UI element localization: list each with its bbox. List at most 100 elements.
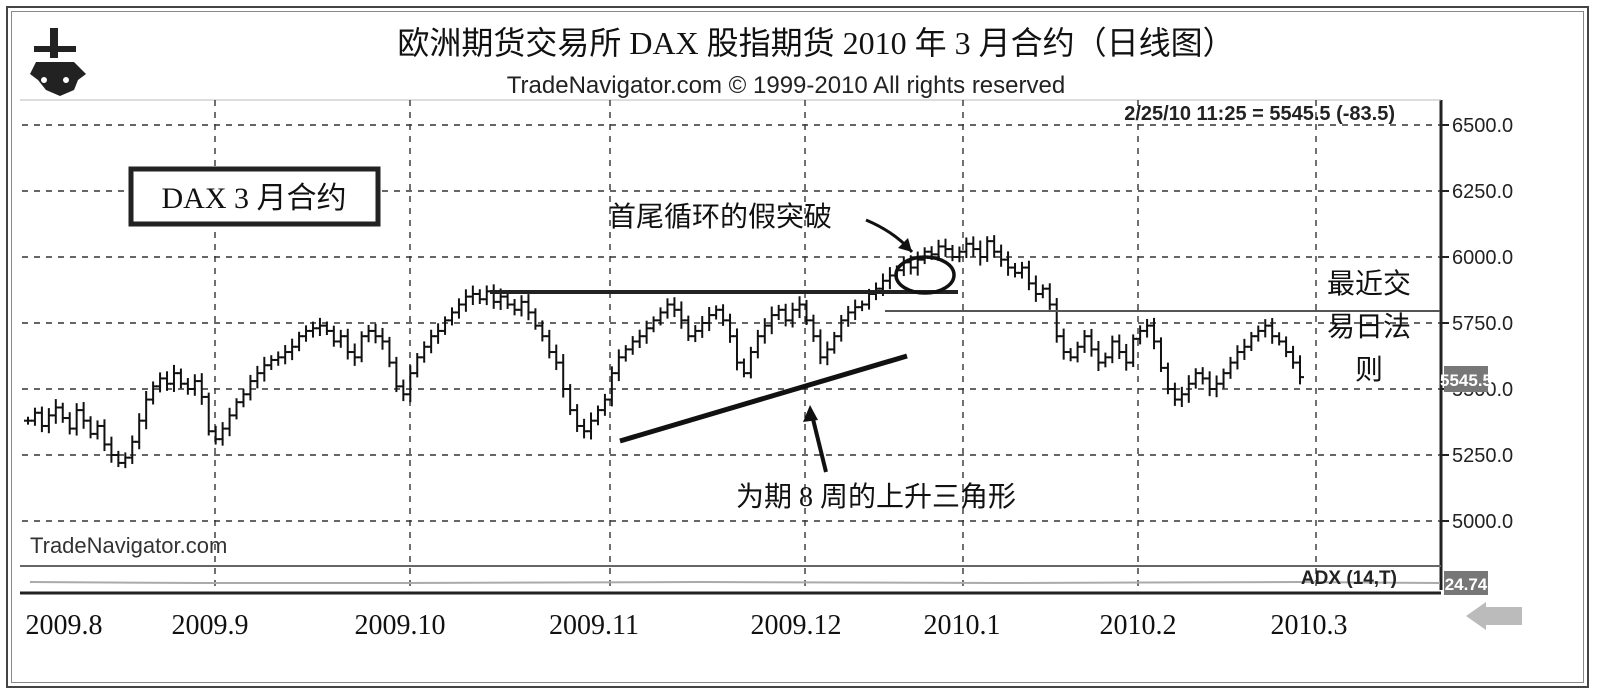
y-tick-label: 5250.0 bbox=[1452, 445, 1513, 467]
x-tick-label: 2010.2 bbox=[1100, 610, 1177, 641]
price-bar bbox=[837, 314, 846, 342]
price-bar bbox=[976, 240, 985, 266]
price-bar bbox=[1094, 341, 1103, 371]
price-bar bbox=[1170, 382, 1179, 406]
price-bar bbox=[1129, 334, 1138, 368]
last-day-rule-line-2: 易日法 bbox=[1327, 311, 1411, 343]
y-tick-label: 6500.0 bbox=[1452, 115, 1513, 137]
price-bar bbox=[628, 336, 637, 355]
price-bar bbox=[72, 403, 81, 436]
price-bar bbox=[434, 323, 443, 344]
price-bar bbox=[336, 329, 345, 348]
price-bar bbox=[1087, 328, 1096, 357]
price-bar bbox=[37, 406, 46, 433]
price-bar bbox=[302, 325, 311, 342]
price-bar bbox=[510, 298, 519, 316]
x-tick-label: 2009.12 bbox=[751, 610, 842, 641]
price-bar bbox=[142, 391, 151, 430]
price-bar bbox=[267, 355, 276, 370]
price-bar bbox=[1052, 298, 1061, 343]
legend-label: DAX 3 月合约 bbox=[162, 182, 347, 215]
price-bar bbox=[712, 305, 721, 320]
price-bar bbox=[225, 407, 234, 437]
price-bar bbox=[760, 318, 769, 344]
price-bar bbox=[329, 325, 338, 347]
price-bar bbox=[1261, 319, 1270, 338]
price-bar bbox=[941, 238, 950, 257]
x-tick-label: 2010.3 bbox=[1271, 610, 1348, 641]
price-bar bbox=[1275, 332, 1284, 346]
y-tick-label: 6250.0 bbox=[1452, 181, 1513, 203]
price-bar bbox=[315, 317, 324, 337]
price-bar bbox=[24, 416, 32, 425]
price-bar bbox=[1254, 325, 1263, 342]
last-day-rule-line-1: 最近交 bbox=[1327, 268, 1411, 300]
price-bar bbox=[1059, 328, 1068, 360]
price-bar bbox=[649, 316, 658, 333]
price-bar bbox=[1080, 330, 1089, 353]
price-bar bbox=[364, 324, 373, 343]
price-bar bbox=[183, 378, 192, 395]
price-bar bbox=[705, 307, 714, 332]
price-bar bbox=[135, 413, 144, 450]
price-bar bbox=[1226, 356, 1235, 379]
price-bar bbox=[176, 368, 185, 389]
price-bar bbox=[65, 412, 74, 435]
price-bar bbox=[767, 306, 776, 335]
price-bar bbox=[239, 389, 248, 408]
price-bar bbox=[559, 354, 568, 398]
price-bar bbox=[1073, 341, 1082, 363]
x-tick-label: 2009.8 bbox=[26, 610, 103, 641]
price-bar bbox=[545, 329, 554, 359]
price-bar bbox=[885, 267, 894, 290]
price-bar bbox=[169, 364, 178, 392]
adx-line bbox=[29, 580, 1441, 585]
triangle-arrow-icon bbox=[803, 405, 828, 473]
price-bar bbox=[600, 393, 609, 416]
price-bar bbox=[969, 236, 978, 257]
y-tick-labels: 6500.06250.06000.05750.05500.05250.05000… bbox=[1441, 115, 1513, 533]
price-bar bbox=[295, 331, 304, 352]
price-bar bbox=[392, 356, 401, 393]
price-bar bbox=[1045, 283, 1054, 310]
price-bar bbox=[587, 412, 596, 440]
price-bar bbox=[489, 284, 498, 309]
price-bar bbox=[253, 365, 262, 389]
price-bar bbox=[232, 398, 241, 420]
x-tick-labels: 2009.8 2009.9 2009.10 2009.11 2009.12 2010.1 2… bbox=[26, 610, 1348, 641]
price-bar bbox=[593, 405, 602, 426]
price-bar bbox=[420, 341, 429, 363]
chart-subtitle: TradeNavigator.com © 1999-2010 All right… bbox=[507, 72, 1065, 99]
price-bar bbox=[1122, 343, 1131, 371]
price-bar bbox=[1212, 375, 1221, 398]
price-bar bbox=[552, 344, 561, 371]
last-price-tag bbox=[1444, 366, 1488, 392]
x-tick-label: 2009.10 bbox=[355, 610, 446, 641]
price-bar bbox=[621, 345, 630, 362]
price-bar bbox=[691, 325, 700, 343]
price-bar bbox=[614, 349, 623, 382]
price-bar bbox=[1143, 318, 1152, 338]
price-bar bbox=[454, 298, 463, 319]
price-bar bbox=[482, 285, 491, 306]
price-bar bbox=[371, 323, 380, 344]
inner-frame bbox=[11, 11, 1584, 683]
price-bar bbox=[677, 301, 686, 329]
price-bar bbox=[774, 304, 783, 320]
scroll-left-arrow-icon[interactable] bbox=[1466, 602, 1522, 630]
price-bar bbox=[246, 374, 255, 401]
price-bar bbox=[1296, 355, 1304, 385]
triangle-support-line bbox=[619, 353, 908, 444]
price-bar bbox=[739, 358, 748, 378]
price-bar bbox=[128, 435, 137, 464]
x-tick-label: 2009.11 bbox=[549, 610, 639, 641]
price-bar bbox=[566, 384, 575, 416]
price-bar bbox=[1268, 318, 1277, 344]
price-bar bbox=[698, 316, 707, 338]
price-bar bbox=[809, 314, 818, 342]
outer-frame bbox=[6, 6, 1589, 688]
last-day-rule-line-3: 则 bbox=[1355, 354, 1383, 386]
price-bar bbox=[149, 381, 158, 405]
price-bar bbox=[461, 289, 470, 312]
price-bar bbox=[524, 294, 533, 321]
